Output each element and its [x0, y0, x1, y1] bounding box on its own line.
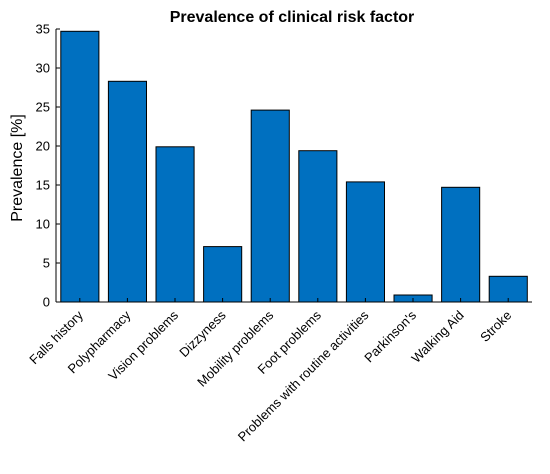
y-tick-label-6: 30	[36, 61, 50, 76]
bar-1	[107, 80, 147, 303]
bar-9	[488, 275, 528, 303]
bar-2	[155, 146, 195, 303]
bar-4	[250, 109, 290, 303]
bars-group	[60, 30, 528, 303]
bar-3	[203, 246, 243, 303]
y-tick-label-5: 25	[36, 100, 50, 115]
y-tick-label-2: 10	[36, 217, 50, 232]
y-tick-label-0: 0	[43, 295, 50, 310]
bar-5	[298, 150, 338, 303]
y-tick-label-4: 20	[36, 139, 50, 154]
y-tick-label-7: 35	[36, 22, 50, 37]
x-tick-label-9: Stroke	[477, 308, 514, 345]
bar-0	[60, 30, 100, 303]
bar-8	[441, 186, 481, 303]
bar-6	[345, 181, 385, 303]
y-tick-label-3: 15	[36, 178, 50, 193]
y-tick-label-1: 5	[43, 256, 50, 271]
y-axis: 0 5 10 15 20 25 30 35	[36, 22, 60, 310]
chart-title: Prevalence of clinical risk factor	[170, 9, 415, 26]
y-axis-label: Prevalence [%]	[9, 114, 26, 222]
